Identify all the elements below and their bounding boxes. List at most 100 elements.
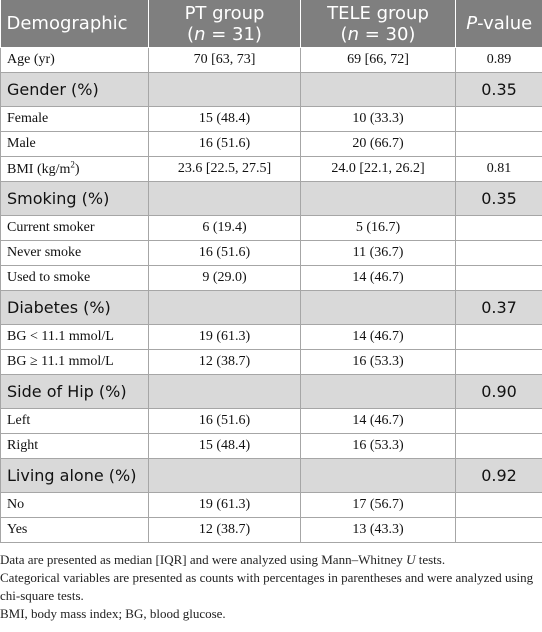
cell: 19 (61.3) [148,492,301,518]
text: 16 (53.3) [352,354,404,369]
text: 14 (46.7) [352,270,404,285]
cell [300,181,456,216]
row-label: Age (yr) [0,47,149,73]
text: Used to smoke [7,270,91,285]
text: 14 (46.7) [352,329,404,344]
text: 0.92 [481,466,517,485]
text: 0.35 [481,189,517,208]
table-row: No 19 (61.3) 17 (56.7) [0,492,542,518]
section-row: Gender (%) 0.35 [0,72,542,107]
header-row: Demographic PT group (n = 31) TELE group (n … [0,0,542,48]
cell [455,265,542,291]
cell: 0.37 [455,290,542,325]
cell: 0.35 [455,181,542,216]
table-row: Right 15 (48.4) 16 (53.3) [0,433,542,459]
table-row: Age (yr) 70 [63, 73] 69 [66, 72] 0.89 [0,47,542,73]
text: 10 (33.3) [352,111,404,126]
row-label: No [0,492,149,518]
text: 69 [66, 72] [347,52,409,67]
cell [455,240,542,266]
text-run: (n = 31) [155,24,294,45]
text: No [7,497,25,512]
text: BG < 11.1 mmol/L [7,329,114,344]
section-row: Living alone (%) 0.92 [0,458,542,493]
text: 23.6 [22.5, 27.5] [177,161,272,176]
table-row: Male 16 (51.6) 20 (66.7) [0,131,542,157]
text: 15 (48.4) [198,438,251,453]
cell: 0.35 [455,72,542,107]
text: 14 (46.7) [352,413,404,428]
table-body: Age (yr) 70 [63, 73] 69 [66, 72] 0.89 Gender… [0,47,542,543]
cell [148,72,301,107]
footnote: Categorical variables are presented as c… [0,569,542,605]
row-label: Gender (%) [0,72,149,107]
cell: 10 (33.3) [300,106,456,132]
text: 5 (16.7) [355,220,401,235]
cell: 15 (48.4) [148,106,301,132]
text: 16 (51.6) [198,413,251,428]
cell: 14 (46.7) [300,324,456,350]
table-row: BG ≥ 11.1 mmol/L 12 (38.7) 16 (53.3) [0,349,542,375]
table-row: Current smoker 6 (19.4) 5 (16.7) [0,215,542,241]
text: Male [7,136,36,151]
text: 6 (19.4) [202,220,247,235]
superscript: 2 [70,159,75,170]
text: 70 [63, 73] [193,52,256,67]
text: 11 (36.7) [352,245,404,260]
text: 0.37 [481,298,517,317]
row-label: Side of Hip (%) [0,374,149,409]
text: Demographic [6,13,128,34]
cell [455,517,542,543]
table-row: Female 15 (48.4) 10 (33.3) [0,106,542,132]
text: Living alone (%) [7,466,137,485]
text: Yes [7,522,28,537]
cell: 12 (38.7) [148,517,301,543]
cell [455,492,542,518]
text: 0.90 [481,382,517,401]
table-row: BMI (kg/m2) 23.6 [22.5, 27.5] 24.0 [22.1, … [0,156,542,182]
table-row: Yes 12 (38.7) 13 (43.3) [0,517,542,543]
text: 13 (43.3) [352,522,404,537]
demographics-table: Demographic PT group (n = 31) TELE group (n … [0,0,542,543]
row-label: BG ≥ 11.1 mmol/L [0,349,149,375]
text: 16 (53.3) [352,438,404,453]
text: 20 (66.7) [352,136,404,151]
cell: 6 (19.4) [148,215,301,241]
cell: 16 (51.6) [148,240,301,266]
cell: 14 (46.7) [300,265,456,291]
text: Data are presented as median [IQR] and w… [0,552,407,567]
footnote: Data are presented as median [IQR] and w… [0,551,542,569]
cell: 13 (43.3) [300,517,456,543]
text: Age (yr) [7,52,55,67]
cell [455,106,542,132]
text: Female [7,111,49,126]
cell: 0.81 [455,156,542,182]
text: 24.0 [22.1, 26.2] [331,161,425,176]
cell [455,131,542,157]
section-row: Diabetes (%) 0.37 [0,290,542,325]
header-cell: P-value [455,0,542,48]
text: -value [477,13,533,34]
text: Left [7,413,31,428]
text: = 30) [359,23,416,45]
row-label: Female [0,106,149,132]
cell [300,458,456,493]
cell [300,72,456,107]
text: TELE group [327,2,429,24]
text: 12 (38.7) [198,354,251,369]
text-run: Data are presented as median [IQR] and w… [0,552,445,567]
cell: 0.90 [455,374,542,409]
text: ) [74,162,80,178]
text-run: BMI (kg/m2) [7,159,80,178]
text: 19 (61.3) [198,329,251,344]
italic-text: U [406,552,416,567]
cell [148,290,301,325]
row-label: Diabetes (%) [0,290,149,325]
table-row: Never smoke 16 (51.6) 11 (36.7) [0,240,542,266]
cell: 0.92 [455,458,542,493]
text: Categorical variables are presented as c… [0,570,534,603]
cell: 16 (53.3) [300,349,456,375]
text: Smoking (%) [7,189,110,208]
row-label: BG < 11.1 mmol/L [0,324,149,350]
